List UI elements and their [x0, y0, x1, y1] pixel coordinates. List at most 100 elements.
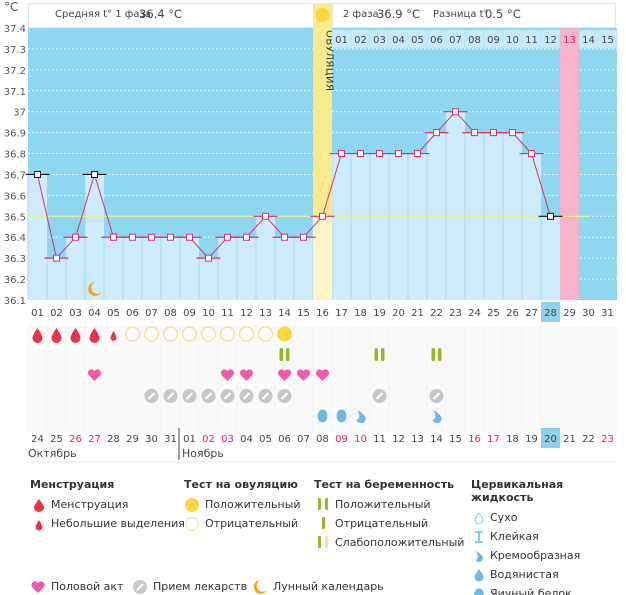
icon-cell	[483, 409, 504, 432]
icon-cell	[445, 346, 466, 369]
expected-period-column	[560, 28, 579, 300]
pill-icon-stripe	[261, 392, 270, 400]
icon-cell	[27, 367, 48, 390]
legend-label: Сухо	[490, 511, 518, 524]
icon-cell	[122, 346, 143, 369]
legend-label: Положительный	[335, 498, 431, 511]
pregtest-line-icon	[431, 348, 435, 361]
icon-cell	[464, 325, 485, 348]
temperature-point	[281, 233, 288, 241]
temperature-point	[53, 254, 60, 262]
calendar-date: 08	[316, 434, 329, 445]
legend-label: Половой акт	[51, 580, 124, 593]
phase1-label: Средняя t° 1 фаза	[55, 9, 151, 20]
calendar-date: 02	[202, 434, 215, 445]
creamy-icon	[356, 410, 366, 424]
icon-cell	[559, 346, 580, 369]
icon-cell	[559, 388, 580, 411]
calendar-date: 29	[126, 434, 139, 445]
temperature-bar	[370, 153, 389, 300]
x-tick-label: 31	[601, 308, 614, 319]
pill-icon-stripe	[375, 392, 384, 400]
icon-cell	[559, 409, 580, 432]
sticky-icon	[475, 531, 483, 543]
calendar-date: 30	[145, 434, 158, 445]
blood-drop-icon	[34, 499, 44, 512]
luteal-day-cell	[597, 29, 618, 49]
icon-cell	[160, 409, 181, 432]
x-tick-label: 11	[221, 308, 234, 319]
moon-icon	[88, 281, 102, 296]
temperature-bar	[351, 153, 370, 300]
icon-cell	[578, 325, 599, 348]
icon-cell	[293, 346, 314, 369]
icon-cell	[540, 346, 561, 369]
temperature-bar	[389, 153, 408, 300]
calendar-date: 17	[487, 434, 500, 445]
calendar-date: 07	[297, 434, 310, 445]
icon-cell	[350, 325, 371, 348]
temperature-bar	[47, 258, 66, 300]
icon-cell	[27, 388, 48, 411]
x-tick-label: 09	[183, 308, 196, 319]
blood-drop-icon	[32, 328, 43, 343]
legend-label: Яичный белок	[490, 587, 572, 595]
temperature-point	[452, 108, 459, 116]
y-tick-label: 36.5	[4, 212, 26, 223]
icon-cell	[179, 409, 200, 432]
luteal-day-label: 07	[449, 35, 462, 46]
icon-cell	[46, 409, 67, 432]
temperature-bar	[294, 237, 313, 300]
icon-cell	[255, 409, 276, 432]
temperature-bar	[66, 237, 85, 300]
temperature-point	[395, 150, 402, 158]
pregtest-line-icon	[374, 348, 378, 361]
small-drop-icon	[110, 331, 117, 341]
x-tick-label: 14	[278, 308, 291, 319]
icon-cell	[293, 325, 314, 348]
icon-cell	[445, 367, 466, 390]
legend-label: Менструация	[51, 498, 129, 511]
x-tick-label: 28	[544, 308, 557, 319]
x-tick-label: 10	[202, 308, 215, 319]
icon-cell	[103, 388, 124, 411]
x-tick-label: 03	[69, 308, 82, 319]
icon-cell	[445, 409, 466, 432]
icon-cell	[236, 409, 257, 432]
x-tick-label: 27	[525, 308, 538, 319]
calendar-date: 26	[69, 434, 82, 445]
temperature-point	[186, 233, 193, 241]
legend-cervical-dry: Сухо	[471, 511, 626, 525]
icon-cell	[103, 346, 124, 369]
pregtest-line-icon	[286, 348, 290, 361]
temperature-point	[129, 233, 136, 241]
icon-cell	[483, 388, 504, 411]
x-tick-label: 17	[335, 308, 348, 319]
x-tick-label: 04	[88, 308, 101, 319]
temperature-point	[376, 150, 383, 158]
icon-cell	[122, 388, 143, 411]
pill-icon-stripe	[204, 392, 213, 400]
icon-cell	[84, 409, 105, 432]
icon-cell	[521, 325, 542, 348]
x-tick-label: 07	[145, 308, 158, 319]
luteal-day-label: 09	[487, 35, 500, 46]
legend-spotting-item: Небольшие выделения	[30, 517, 185, 531]
legend-label: Лунный календарь	[273, 580, 384, 593]
icon-cell	[540, 325, 561, 348]
icon-cell	[331, 346, 352, 369]
x-tick-label: 23	[449, 308, 462, 319]
temperature-point	[148, 233, 155, 241]
icon-cell	[65, 367, 86, 390]
legend-cervical-creamy: Кремообразная	[471, 549, 626, 562]
temperature-bar	[123, 237, 142, 300]
ovtest-negative-icon	[143, 326, 160, 342]
heart-icon	[220, 369, 235, 381]
calendar-date: 22	[582, 434, 595, 445]
creamy-icon	[475, 551, 483, 562]
temperature-bar	[142, 237, 161, 300]
pregtest-positive-icon	[318, 498, 328, 510]
icon-cell	[597, 409, 618, 432]
icon-cell	[369, 325, 390, 348]
temperature-bar	[256, 216, 275, 300]
